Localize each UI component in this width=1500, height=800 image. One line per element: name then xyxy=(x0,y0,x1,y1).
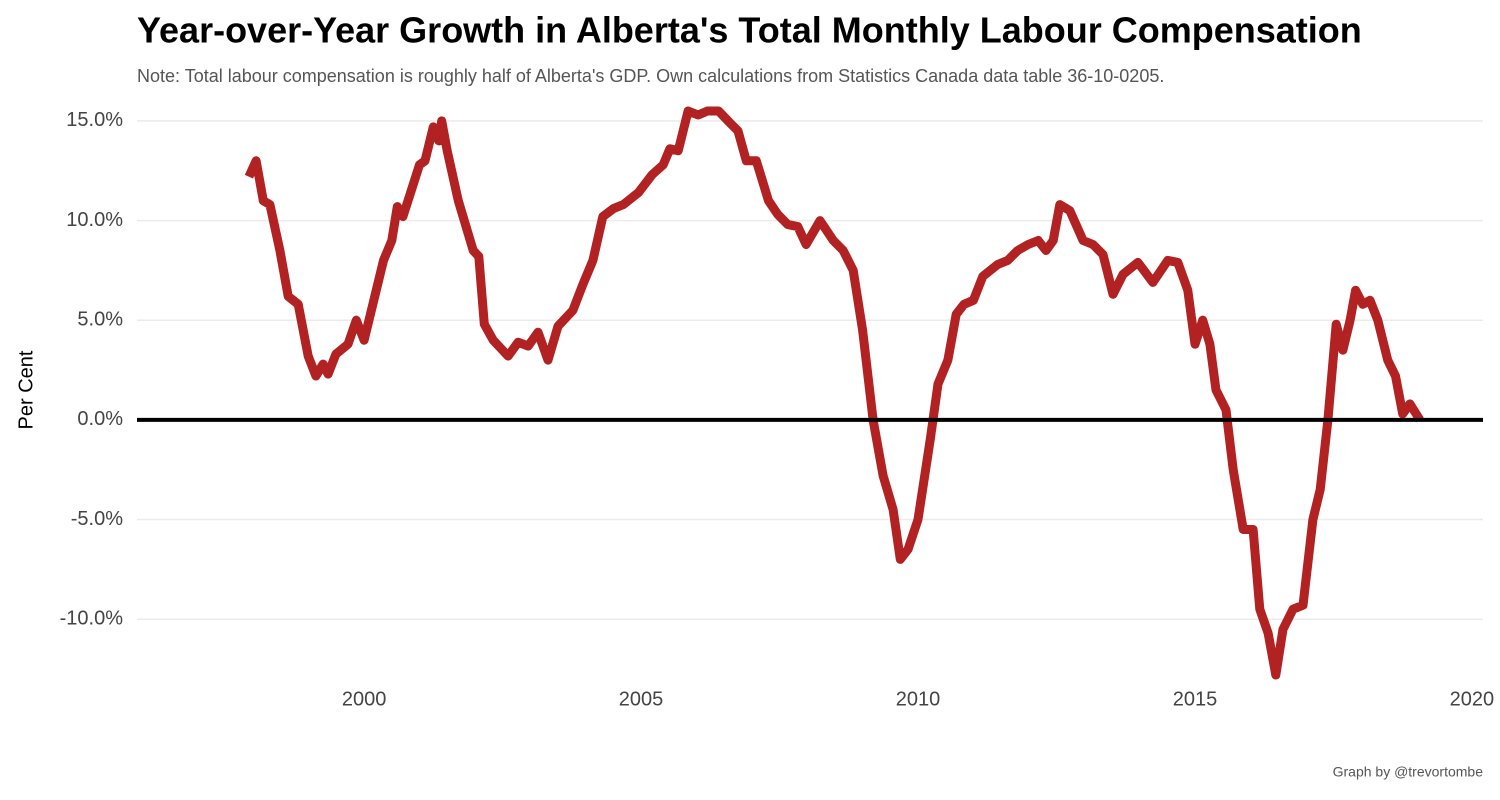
y-tick-label: 15.0% xyxy=(66,109,123,131)
y-tick-label: -5.0% xyxy=(71,508,123,530)
x-tick-label: 2020 xyxy=(1450,688,1495,710)
y-tick-label: 0.0% xyxy=(77,408,123,430)
x-tick-label: 2005 xyxy=(619,688,664,710)
data-line xyxy=(244,106,1424,680)
y-axis-label: Per Cent xyxy=(15,350,37,429)
y-tick-label: 10.0% xyxy=(66,209,123,231)
x-tick-label: 2015 xyxy=(1173,688,1218,710)
x-tick-label: 2000 xyxy=(342,688,387,710)
y-tick-label: 5.0% xyxy=(77,309,123,331)
x-tick-label: 2010 xyxy=(896,688,941,710)
chart-title: Year-over-Year Growth in Alberta's Total… xyxy=(137,10,1362,51)
y-tick-label: -10.0% xyxy=(60,607,124,629)
chart-subtitle: Note: Total labour compensation is rough… xyxy=(137,66,1164,86)
caption: Graph by @trevortombe xyxy=(1333,764,1484,780)
